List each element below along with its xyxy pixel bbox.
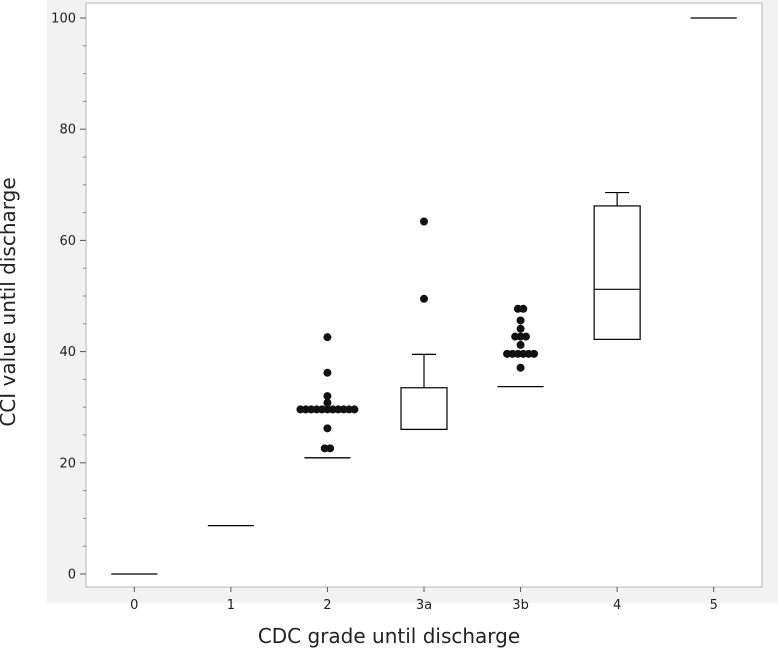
y-axis-title: CCI value until discharge [0, 177, 20, 426]
outlier-point [517, 341, 525, 349]
outlier-point [530, 350, 538, 358]
outlier-point [420, 217, 428, 225]
y-tick-label: 80 [59, 123, 76, 138]
box-plot-chart: 0 20 40 60 80 100 0 1 2 3a 3b 4 5 CDC grade until d… [0, 0, 778, 650]
x-tick-label: 3b [512, 598, 529, 613]
outlier-point [519, 305, 527, 313]
outlier-point [323, 399, 331, 407]
x-tick-label: 1 [227, 598, 235, 613]
y-tick-label: 100 [51, 12, 76, 27]
y-tick-label: 40 [59, 345, 76, 360]
outlier-point [323, 369, 331, 377]
y-tick-label: 0 [68, 568, 76, 583]
outlier-point [517, 316, 525, 324]
outlier-point [517, 364, 525, 372]
x-axis-title: CDC grade until discharge [0, 624, 778, 648]
outlier-point [323, 424, 331, 432]
x-tick-label: 3a [416, 598, 432, 613]
x-tick-label: 2 [323, 598, 331, 613]
x-tick-label: 5 [710, 598, 718, 613]
outlier-point [420, 295, 428, 303]
chart-canvas: 0 20 40 60 80 100 0 1 2 3a 3b 4 5 [0, 0, 778, 650]
x-tick-label: 4 [613, 598, 621, 613]
y-tick-label: 20 [59, 456, 76, 471]
outlier-point [517, 325, 525, 333]
outlier-point [522, 333, 530, 341]
y-tick-label: 60 [59, 234, 76, 249]
outlier-point [323, 333, 331, 341]
outlier-point [350, 405, 358, 413]
x-tick-label: 0 [130, 598, 138, 613]
outlier-point [326, 444, 334, 452]
